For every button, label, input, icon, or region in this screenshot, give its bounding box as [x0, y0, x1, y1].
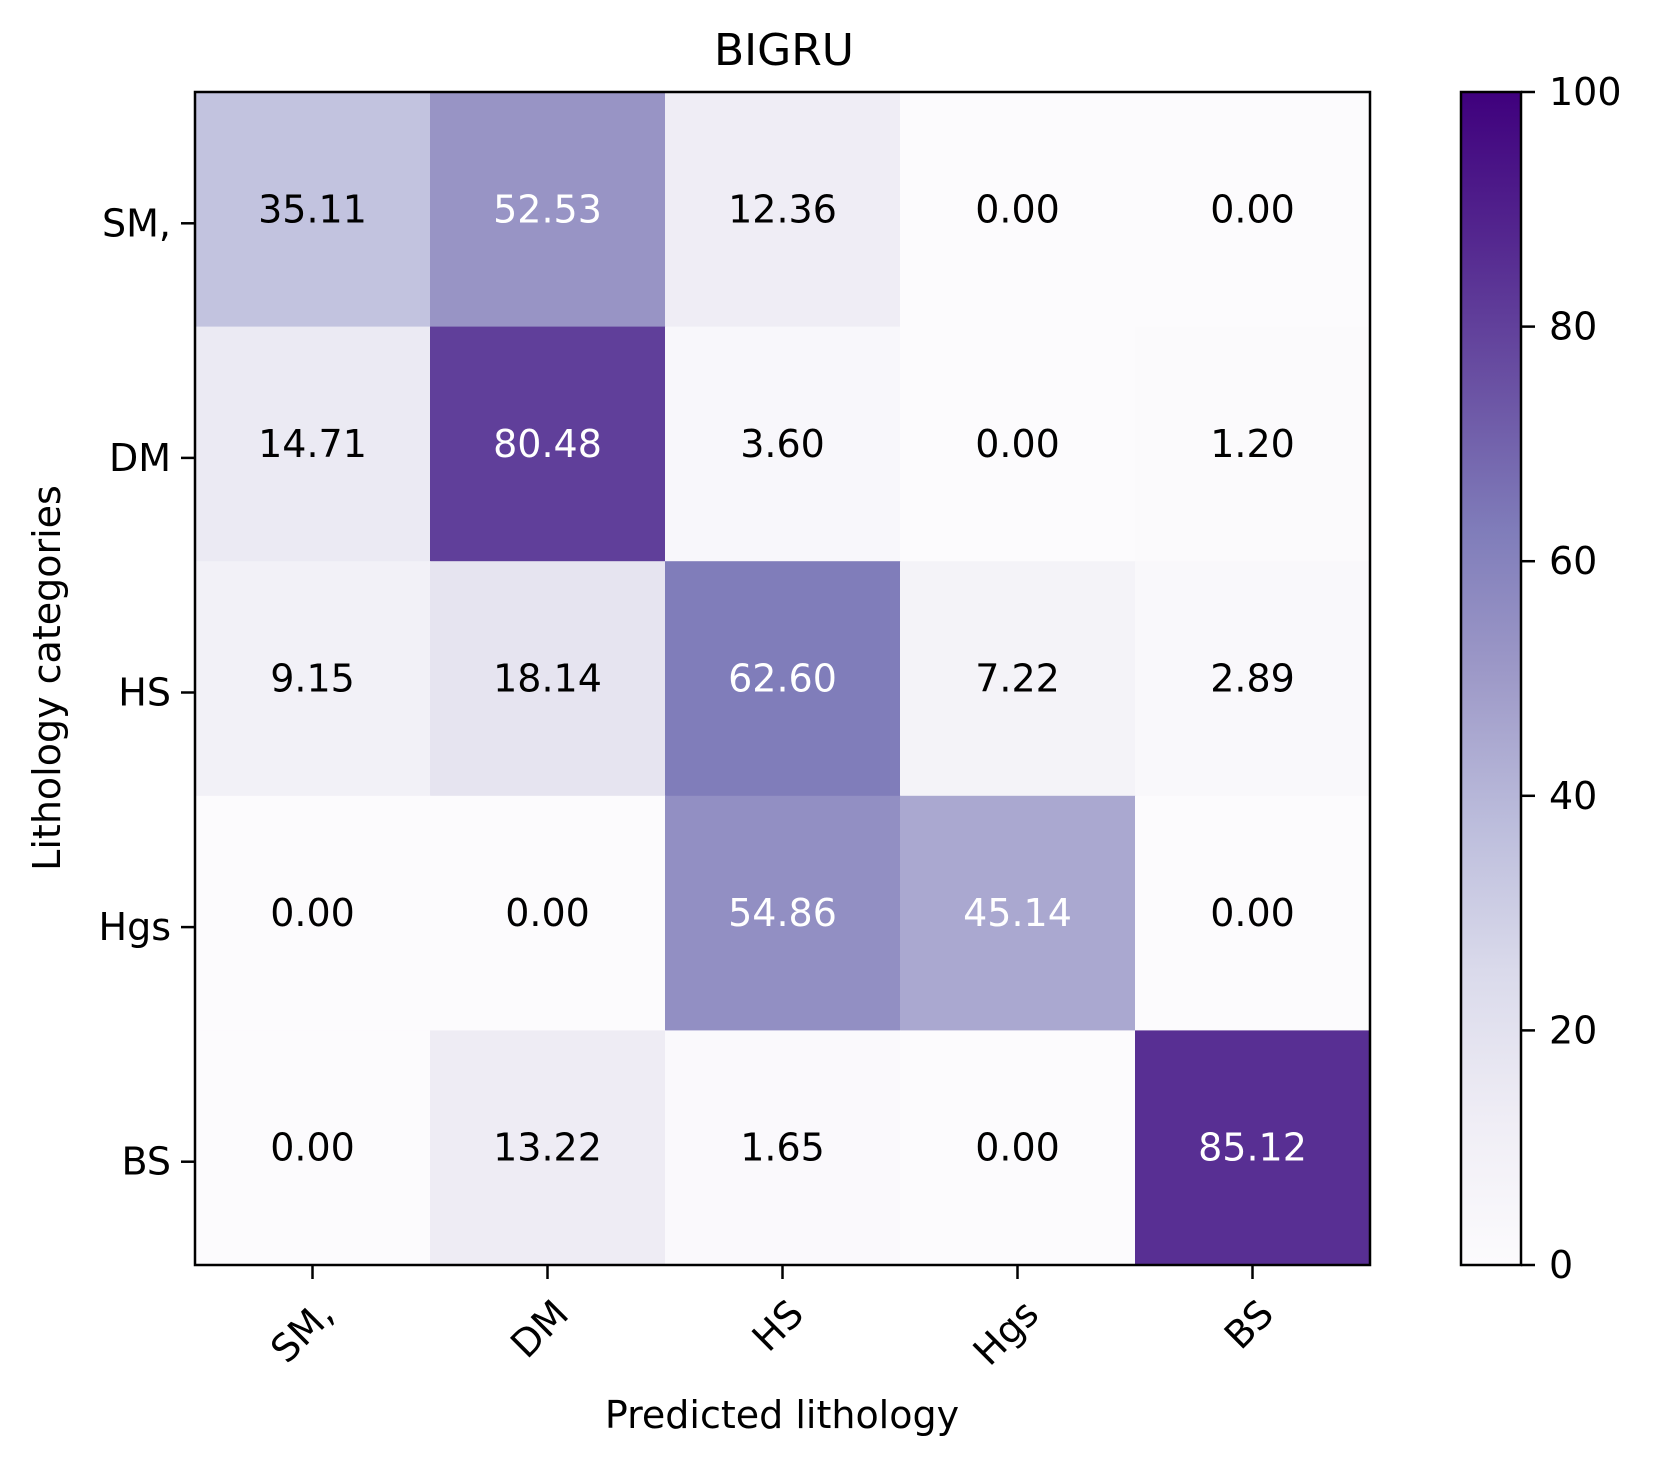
cell-value-label: 52.53 [493, 187, 602, 231]
cell-value-label: 54.86 [728, 891, 837, 935]
cell-value-label: 0.00 [270, 891, 355, 935]
x-axis-label: Predicted lithology [605, 1393, 959, 1437]
colorbar-tick-label: 40 [1549, 774, 1597, 818]
cell-value-label: 0.00 [975, 187, 1060, 231]
cell-value-label: 2.89 [1210, 657, 1295, 701]
heatmap-cells [195, 92, 1371, 1266]
cell-value-label: 18.14 [493, 657, 602, 701]
x-axis-ticks: SM, DM HS Hgs BS [262, 1265, 1282, 1374]
cell-value-labels: 35.11 52.53 12.36 0.00 0.00 14.71 80.48 3.60 0.0… [258, 187, 1307, 1169]
cell-value-label: 0.00 [975, 422, 1060, 466]
cell-value-label: 3.60 [740, 422, 825, 466]
heatmap-cell [1135, 561, 1371, 797]
heatmap-cell [1135, 795, 1371, 1031]
heatmap-cell [900, 795, 1136, 1031]
x-tick-label: HS [744, 1291, 812, 1359]
y-axis-ticks: SM, DM HS Hgs BS [99, 201, 195, 1184]
cell-value-label: 1.20 [1210, 422, 1295, 466]
cell-value-label: 1.65 [740, 1126, 825, 1170]
colorbar-tick-label: 20 [1549, 1008, 1597, 1052]
y-axis-label: Lithology categories [25, 485, 69, 871]
cell-value-label: 13.22 [493, 1126, 602, 1170]
heatmap-cell [1135, 92, 1371, 328]
cell-value-label: 80.48 [493, 422, 602, 466]
cell-value-label: 0.00 [1210, 891, 1295, 935]
heatmap-cell [665, 92, 901, 328]
heatmap-cell [665, 795, 901, 1031]
cell-value-label: 12.36 [728, 187, 837, 231]
cell-value-label: 0.00 [270, 1126, 355, 1170]
cell-value-label: 85.12 [1198, 1126, 1307, 1170]
x-tick-label: SM, [262, 1291, 342, 1371]
colorbar-tick-label: 60 [1549, 539, 1597, 583]
cell-value-label: 62.60 [728, 657, 837, 701]
heatmap-cell [430, 92, 666, 328]
heatmap-cell [900, 561, 1136, 797]
y-tick-label: DM [109, 436, 171, 480]
y-tick-label: SM, [102, 201, 171, 245]
heatmap-cell [665, 1030, 901, 1266]
heatmap-cell [665, 326, 901, 562]
colorbar [1459, 90, 1523, 1267]
chart-title: BIGRU [714, 25, 854, 76]
colorbar-frame [1459, 90, 1523, 1267]
heatmap-cell [430, 561, 666, 797]
heatmap-cell [430, 795, 666, 1031]
colorbar-tick-label: 100 [1549, 70, 1622, 114]
x-tick-label: DM [502, 1291, 577, 1366]
cell-value-label: 0.00 [505, 891, 590, 935]
heatmap-cell [430, 1030, 666, 1266]
cell-value-label: 7.22 [975, 657, 1060, 701]
cell-value-label: 14.71 [258, 422, 367, 466]
cell-value-label: 35.11 [258, 187, 367, 231]
colorbar-tick-label: 0 [1549, 1243, 1573, 1287]
heatmap-cell [195, 1030, 431, 1266]
heatmap-cell [1135, 1030, 1371, 1266]
heatmap-cell [900, 326, 1136, 562]
heatmap-cell [195, 561, 431, 797]
heatmap-cell [900, 92, 1136, 328]
y-tick-label: BS [121, 1140, 171, 1184]
colorbar-ticks: 0 20 40 60 80 100 [1521, 70, 1622, 1287]
heatmap-cell [900, 1030, 1136, 1266]
cell-value-label: 0.00 [1210, 187, 1295, 231]
heatmap-cell [1135, 326, 1371, 562]
heatmap-cell [195, 92, 431, 328]
colorbar-tick-label: 80 [1549, 305, 1597, 349]
cell-value-label: 0.00 [975, 1126, 1060, 1170]
cell-value-label: 45.14 [963, 891, 1072, 935]
heatmap-cell [430, 326, 666, 562]
cell-value-label: 9.15 [270, 657, 355, 701]
x-tick-label: Hgs [965, 1291, 1047, 1373]
heatmap-cell [195, 326, 431, 562]
x-tick-label: BS [1216, 1291, 1282, 1357]
heatmap-cell [195, 795, 431, 1031]
y-tick-label: HS [118, 671, 171, 715]
heatmap-cell [665, 561, 901, 797]
colorbar-gradient [1461, 92, 1521, 1265]
y-tick-label: Hgs [99, 905, 172, 949]
